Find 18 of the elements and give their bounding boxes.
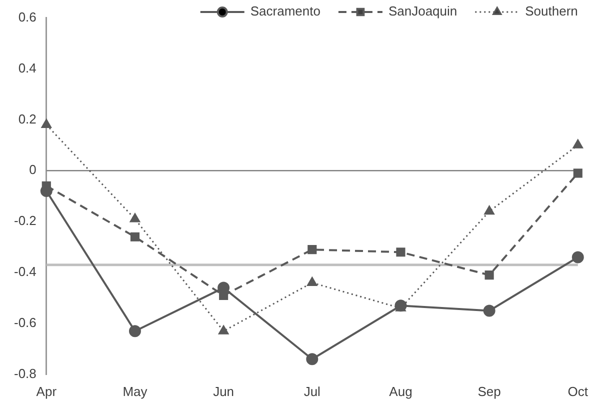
y-tick-label: 0.6 [18,9,36,24]
y-tick-label: 0 [29,162,36,178]
x-tick-label: Aug [389,384,412,399]
x-tick-label: May [122,384,148,399]
y-tick-label: -0.6 [14,315,36,330]
x-tick-label: Jun [213,384,234,399]
x-tick-label: Sep [478,384,501,399]
y-tick-label: 0.2 [18,111,36,126]
x-tick-label: Jul [304,384,321,399]
y-tick-label: -0.4 [14,264,36,280]
legend-label: SanJoaquin [388,4,458,19]
x-tick-label: Oct [568,384,588,399]
legend-label: Southern [525,4,578,19]
y-tick-label: -0.8 [14,366,36,381]
y-tick-label: -0.2 [14,213,36,228]
legend-label: Sacramento [250,4,320,19]
y-tick-label: 0.4 [18,60,36,76]
x-tick-label: Apr [36,384,58,399]
